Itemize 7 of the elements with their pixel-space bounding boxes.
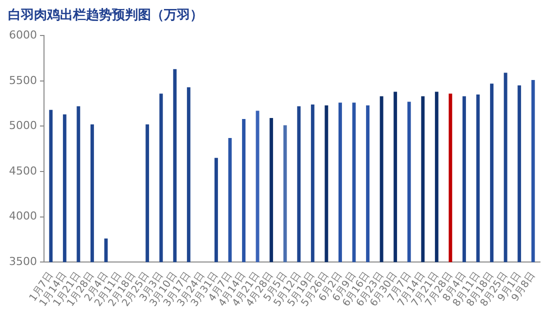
y-tick-label: 5500 — [8, 74, 37, 87]
y-tick-label: 6000 — [8, 28, 37, 42]
chart-title: 白羽肉鸡出栏趋势预判图（万羽） — [8, 7, 203, 24]
y-tick-label: 3500 — [8, 254, 37, 268]
y-tick-label: 4000 — [8, 210, 37, 223]
y-tick-label: 5000 — [8, 119, 37, 132]
y-tick-label: 4500 — [8, 164, 37, 178]
